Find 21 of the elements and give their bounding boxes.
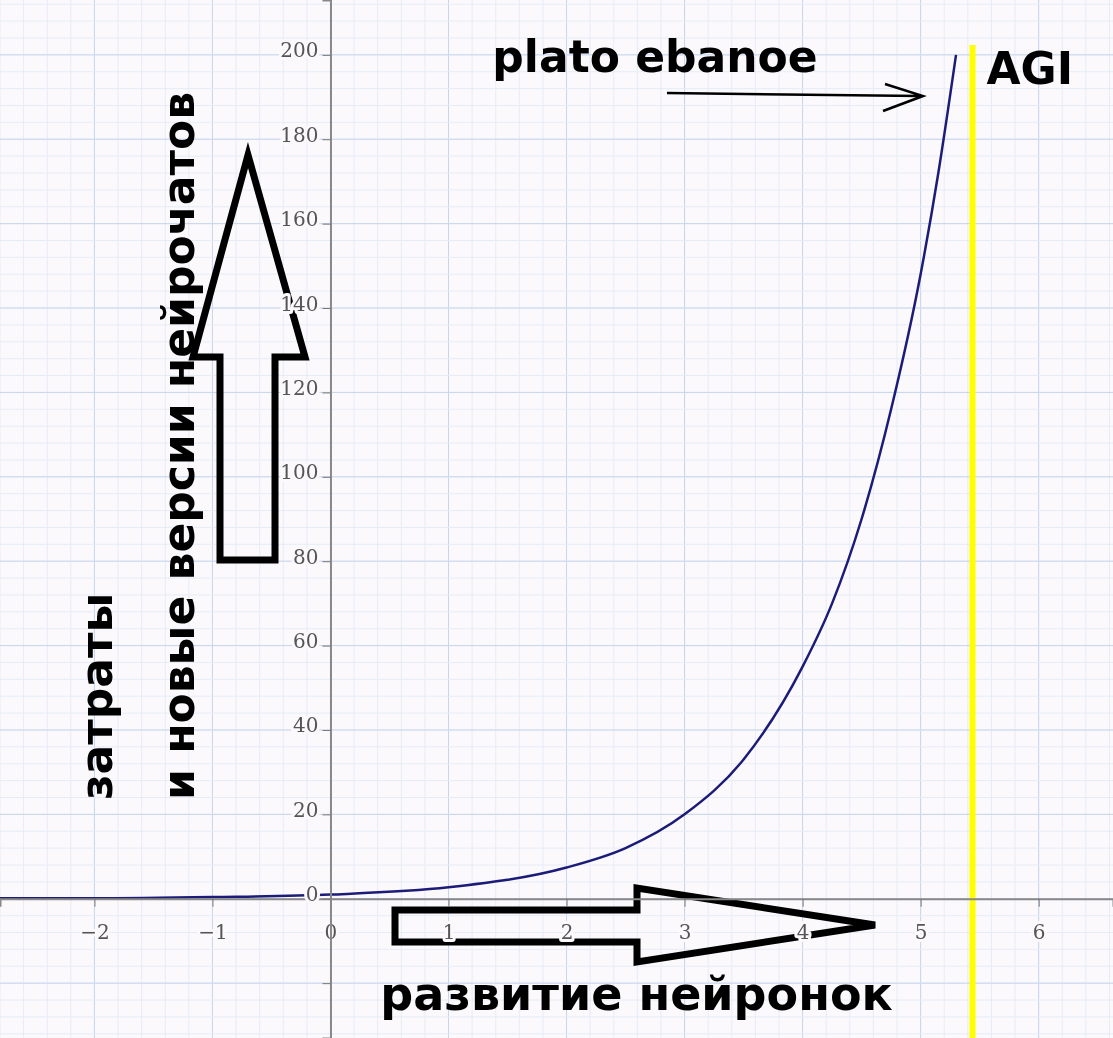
x-tick-label: 1 [442,919,456,944]
y-tick-label: 20 [293,797,319,822]
y-tick-label: 120 [280,375,319,400]
x-tick-label: 6 [1032,919,1046,944]
x-axis-title: развитие нейронок [380,967,893,1021]
x-tick-label: 3 [678,919,692,944]
y-tick-label: 80 [293,544,319,569]
x-tick-label: −2 [80,919,110,944]
ref-line-label: AGI [986,43,1074,94]
x-tick-label: 5 [914,919,928,944]
y-tick-label: 40 [293,713,319,738]
y-axis-title: затраты и новые версии нейрочатов [71,91,204,800]
x-tick-label: 2 [560,919,574,944]
y-tick-label: 160 [280,207,319,232]
y-tick-label: 100 [280,460,319,485]
x-tick-label: 4 [796,919,810,944]
y-tick-label: 60 [293,629,319,654]
annotation: plato ebanoe [492,31,818,82]
y-tick-label: 180 [280,122,319,147]
x-tick-label: −1 [198,919,228,944]
y-tick-label: 200 [280,38,319,63]
